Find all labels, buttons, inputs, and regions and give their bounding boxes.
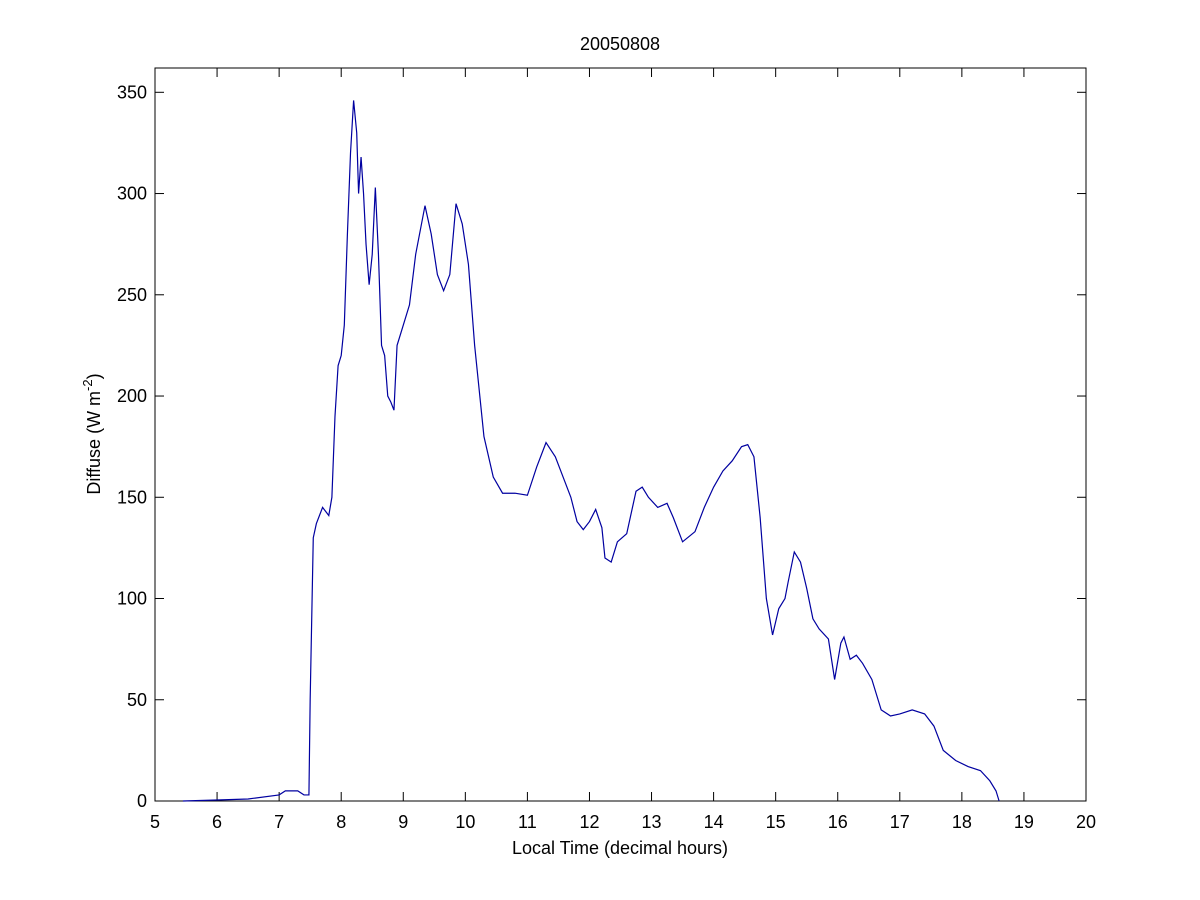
x-tick-label: 20: [1076, 812, 1096, 832]
x-tick-label: 13: [642, 812, 662, 832]
x-tick-label: 17: [890, 812, 910, 832]
y-tick-label: 200: [117, 386, 147, 406]
y-tick-label: 150: [117, 487, 147, 507]
x-tick-label: 16: [828, 812, 848, 832]
x-tick-label: 18: [952, 812, 972, 832]
y-axis-label-main: Diffuse (W m: [84, 391, 104, 495]
y-axis-label-end: ): [84, 373, 104, 379]
x-tick-label: 15: [766, 812, 786, 832]
chart-title: 20050808: [580, 34, 660, 54]
x-axis-label: Local Time (decimal hours): [512, 838, 728, 858]
plot-area: [154, 67, 1087, 802]
x-tick-label: 5: [150, 812, 160, 832]
y-tick-label: 300: [117, 184, 147, 204]
y-axis-label-sup: -2: [80, 379, 95, 391]
x-tick-label: 19: [1014, 812, 1034, 832]
x-tick-label: 8: [336, 812, 346, 832]
y-tick-label: 50: [127, 690, 147, 710]
x-tick-label: 12: [579, 812, 599, 832]
x-tick-label: 7: [274, 812, 284, 832]
x-tick-label: 14: [704, 812, 724, 832]
y-axis-label: Diffuse (W m-2): [80, 373, 104, 494]
y-tick-label: 250: [117, 285, 147, 305]
x-tick-label: 10: [455, 812, 475, 832]
data-line: [182, 100, 1000, 802]
x-tick-label: 9: [398, 812, 408, 832]
x-tick-label: 11: [518, 812, 537, 832]
x-tick-label: 6: [212, 812, 222, 832]
y-tick-label: 0: [137, 791, 147, 811]
y-tick-label: 350: [117, 82, 147, 102]
y-tick-label: 100: [117, 589, 147, 609]
